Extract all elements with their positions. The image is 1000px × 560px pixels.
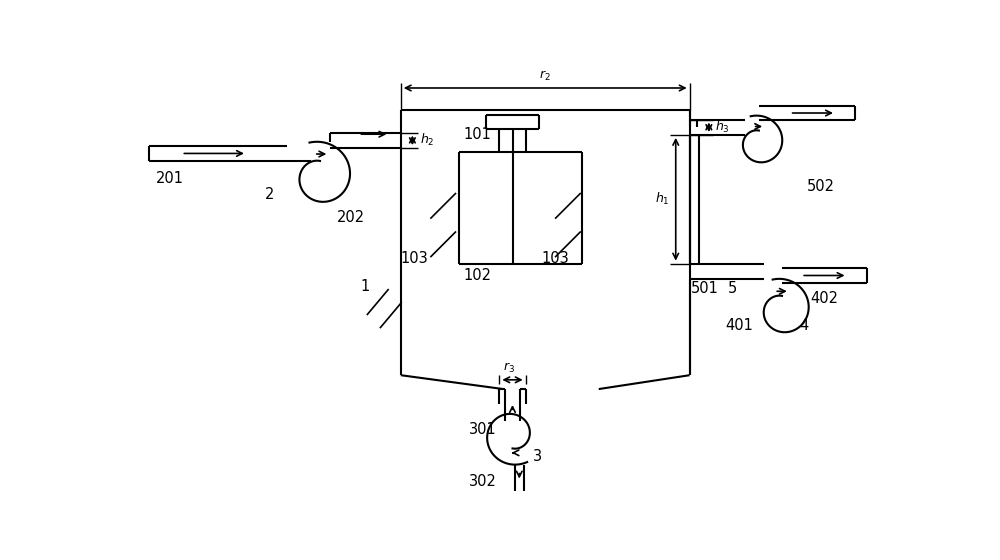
Text: 502: 502 [807, 179, 835, 194]
Text: 3: 3 [533, 449, 542, 464]
Text: 1: 1 [360, 279, 369, 294]
Text: 2: 2 [265, 186, 275, 202]
Text: 201: 201 [156, 171, 184, 186]
Text: 103: 103 [541, 251, 569, 265]
Text: 401: 401 [726, 318, 754, 333]
Text: $h_1$: $h_1$ [655, 191, 670, 207]
Text: 402: 402 [810, 291, 838, 306]
Text: 102: 102 [464, 268, 492, 283]
Text: $h_3$: $h_3$ [715, 119, 730, 136]
Text: $r_3$: $r_3$ [503, 361, 515, 375]
Text: 302: 302 [469, 474, 497, 489]
Text: $h_2$: $h_2$ [420, 132, 435, 148]
Text: 103: 103 [400, 251, 428, 265]
Text: 5: 5 [727, 282, 737, 296]
Text: 501: 501 [691, 282, 719, 296]
Text: 202: 202 [337, 210, 365, 225]
Text: 4: 4 [799, 318, 808, 333]
Text: 301: 301 [469, 422, 497, 437]
Text: 101: 101 [464, 128, 492, 142]
Text: $r_2$: $r_2$ [539, 69, 551, 83]
